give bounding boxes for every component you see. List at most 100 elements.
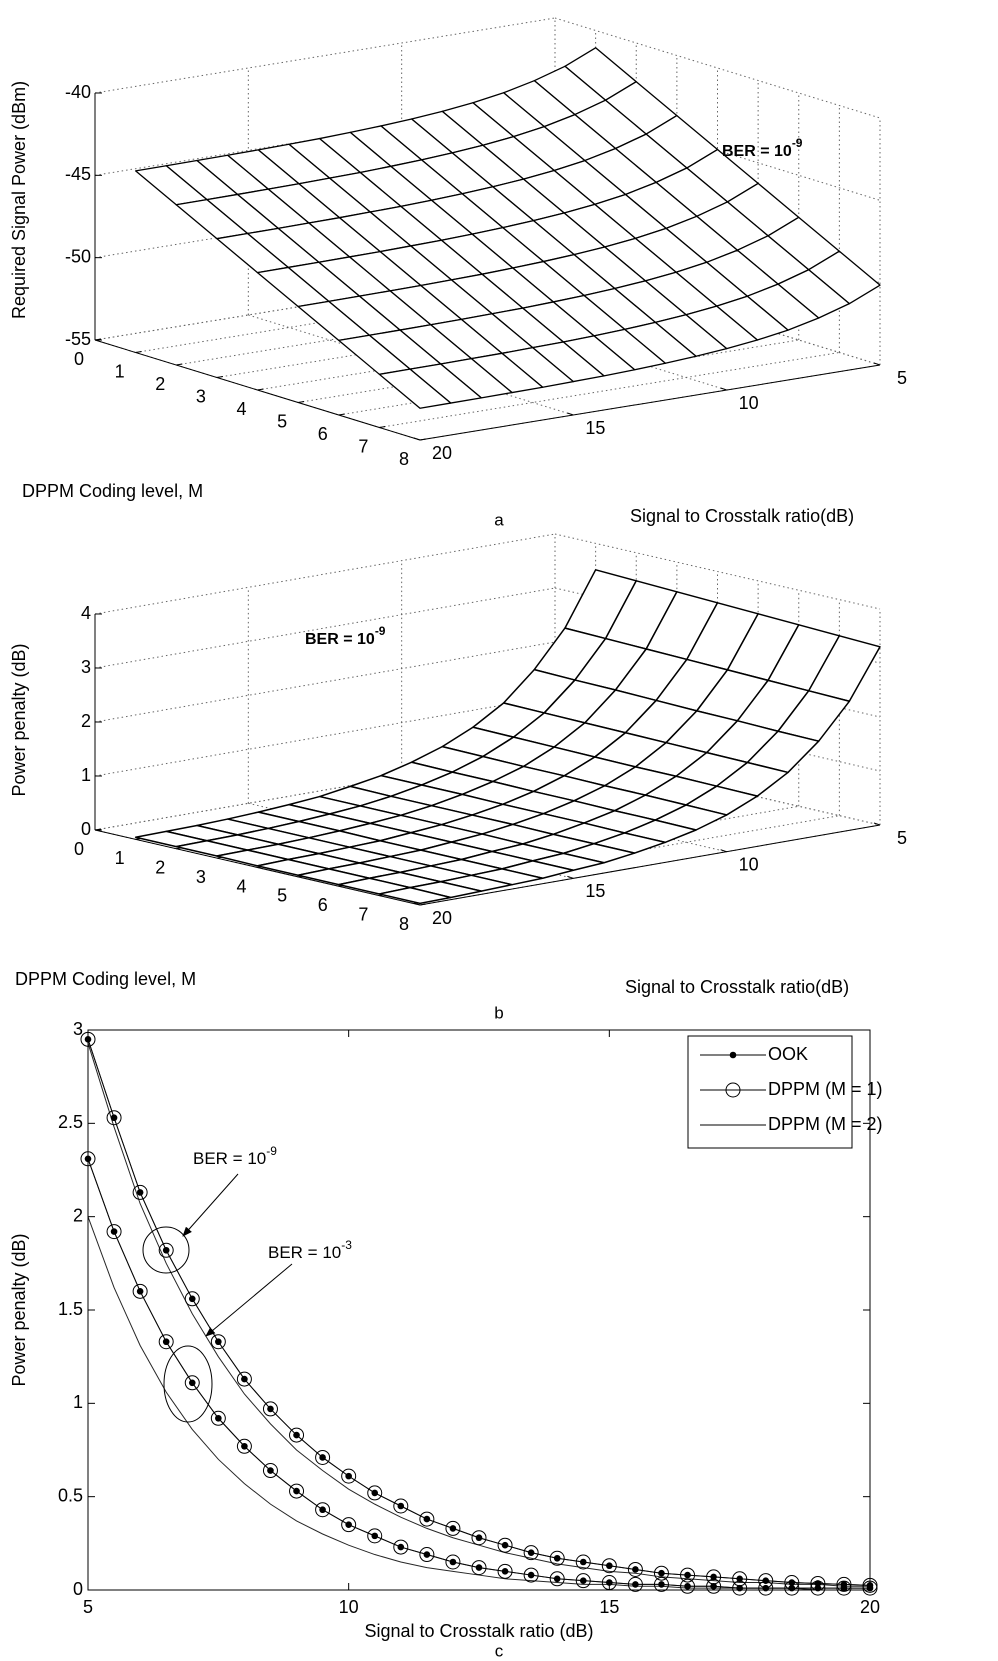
marker (158, 1334, 174, 1350)
tick-mark (419, 903, 427, 906)
z-tick-label: -40 (65, 82, 91, 102)
y-tick-label: 20 (432, 908, 452, 928)
marker (158, 1242, 174, 1258)
annotation: BER = 10-9 (722, 136, 803, 160)
marker (423, 1515, 431, 1523)
marker (501, 1568, 509, 1575)
marker (293, 1487, 300, 1495)
marker (80, 1031, 96, 1047)
x-tick-label: 5 (83, 1597, 93, 1617)
tick-mark (298, 401, 305, 403)
y-tick-label: 0 (73, 1579, 83, 1599)
y-tick-label: 5 (897, 368, 907, 388)
marker (814, 1584, 822, 1592)
marker (393, 1539, 409, 1555)
legend-marker (729, 1051, 737, 1059)
legend-label: DPPM (M = 2) (768, 1114, 883, 1134)
marker (680, 1567, 696, 1583)
marker (758, 1580, 774, 1596)
marker (527, 1571, 535, 1579)
marker (684, 1571, 691, 1579)
tick-mark (720, 387, 727, 391)
caption: a (494, 510, 504, 529)
marker (319, 1454, 326, 1461)
marker (341, 1517, 357, 1533)
y-tick-label: 15 (585, 418, 605, 438)
marker (680, 1578, 696, 1594)
marker (523, 1545, 539, 1561)
y-tick-label: 2.5 (58, 1112, 83, 1132)
marker (293, 1431, 300, 1439)
marker (627, 1561, 643, 1577)
marker (345, 1521, 352, 1528)
tick-mark (873, 362, 881, 366)
marker (762, 1584, 770, 1592)
y-axis (419, 364, 881, 441)
marker (553, 1575, 561, 1583)
marker (710, 1582, 717, 1590)
marker (471, 1560, 487, 1576)
marker (393, 1498, 409, 1514)
marker (289, 1483, 305, 1499)
x-tick-label: 10 (339, 1597, 359, 1617)
callout-ellipse (163, 1345, 213, 1423)
tick-mark (94, 828, 102, 831)
x-tick-label: 6 (318, 424, 328, 444)
marker (445, 1520, 461, 1536)
marker (262, 1401, 278, 1417)
tick-mark (257, 388, 264, 391)
marker (367, 1528, 383, 1544)
tick-mark (419, 438, 427, 441)
tick-mark (94, 338, 102, 341)
grid-line (94, 695, 556, 777)
annotation-text: BER = 10 (193, 1149, 266, 1168)
y-axis-label: Power penalty (dB) (9, 1233, 29, 1386)
marker (684, 1582, 691, 1590)
marker (184, 1375, 200, 1391)
z-axis-label: Power penalty (dB) (9, 643, 29, 796)
grid-line (379, 352, 840, 428)
marker (784, 1580, 800, 1596)
caption: b (494, 1003, 503, 1022)
annotation-text: BER = 10 (305, 631, 375, 648)
tick-mark (413, 437, 421, 441)
tick-mark (413, 902, 421, 906)
marker (449, 1525, 457, 1532)
marker (367, 1485, 383, 1501)
x-tick-label: 3 (196, 867, 206, 887)
marker (575, 1554, 591, 1570)
y-tick-label: 5 (897, 828, 907, 848)
marker (132, 1184, 148, 1200)
marker (653, 1576, 669, 1592)
marker (162, 1246, 170, 1254)
y-tick-label: 2 (73, 1205, 83, 1225)
z-tick-label: -50 (65, 246, 91, 266)
tick-mark (379, 426, 386, 428)
marker (553, 1554, 561, 1562)
legend-marker (725, 1082, 741, 1098)
marker (315, 1449, 331, 1465)
marker (601, 1575, 617, 1591)
marker (210, 1334, 226, 1350)
z-tick-label: -45 (65, 164, 91, 184)
y-tick-label: 1 (73, 1392, 83, 1412)
annotation-text: BER = 10 (268, 1243, 341, 1262)
annotation: BER = 10-9 (193, 1144, 277, 1168)
marker (627, 1576, 643, 1592)
y-tick-label: 20 (432, 443, 452, 463)
marker (319, 1506, 326, 1514)
callout-ellipse (142, 1226, 190, 1274)
annotation-text: BER = 10 (722, 143, 792, 160)
x-tick-label: 1 (115, 361, 125, 381)
marker (475, 1534, 483, 1542)
marker (110, 1228, 118, 1235)
x-tick-label: 5 (277, 886, 287, 906)
z-tick-label: -55 (65, 329, 91, 349)
marker (710, 1573, 717, 1581)
marker (162, 1338, 170, 1346)
annotation-exponent: -9 (266, 1144, 277, 1158)
tick-mark (720, 849, 727, 853)
marker (653, 1565, 669, 1581)
x-axis-label: DPPM Coding level, M (15, 969, 196, 989)
